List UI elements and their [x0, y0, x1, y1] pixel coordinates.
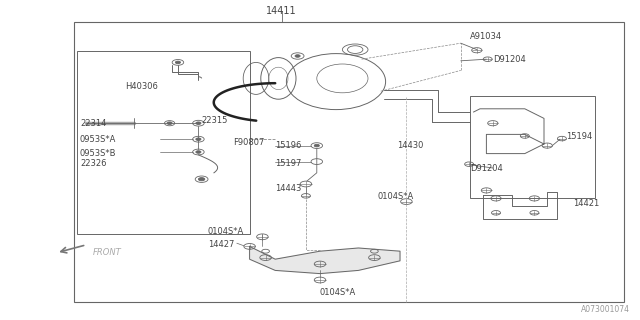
- Text: 14443: 14443: [275, 184, 301, 193]
- Text: 0953S*A: 0953S*A: [80, 135, 116, 144]
- Text: FRONT: FRONT: [93, 248, 122, 257]
- Text: D91204: D91204: [493, 55, 525, 64]
- Text: 22314: 22314: [80, 119, 106, 128]
- Circle shape: [175, 61, 180, 64]
- Text: 22326: 22326: [80, 159, 106, 168]
- Bar: [77, 51, 250, 234]
- Text: A91034: A91034: [470, 32, 502, 41]
- Bar: [74, 22, 624, 302]
- Text: H40306: H40306: [125, 82, 157, 91]
- Circle shape: [167, 122, 172, 124]
- Text: 15194: 15194: [566, 132, 593, 140]
- Circle shape: [198, 178, 205, 181]
- Text: 0104S*A: 0104S*A: [208, 228, 244, 236]
- Text: 0953S*B: 0953S*B: [80, 149, 116, 158]
- Text: 14427: 14427: [208, 240, 234, 249]
- Text: D91204: D91204: [470, 164, 503, 172]
- Text: 0104S*A: 0104S*A: [378, 192, 414, 201]
- Text: 14411: 14411: [266, 6, 297, 16]
- Circle shape: [196, 151, 201, 153]
- Circle shape: [196, 138, 201, 140]
- Text: 14430: 14430: [397, 141, 423, 150]
- Text: 22315: 22315: [202, 116, 228, 124]
- Text: A073001074: A073001074: [581, 305, 630, 314]
- Text: 15196: 15196: [275, 141, 301, 150]
- Bar: [470, 96, 595, 198]
- Text: 14421: 14421: [573, 199, 599, 208]
- Text: F90807: F90807: [234, 138, 265, 147]
- Text: 0104S*A: 0104S*A: [320, 288, 356, 297]
- Polygon shape: [250, 246, 400, 274]
- Circle shape: [295, 55, 300, 57]
- Circle shape: [314, 144, 319, 147]
- Text: 15197: 15197: [275, 159, 301, 168]
- Circle shape: [196, 122, 201, 124]
